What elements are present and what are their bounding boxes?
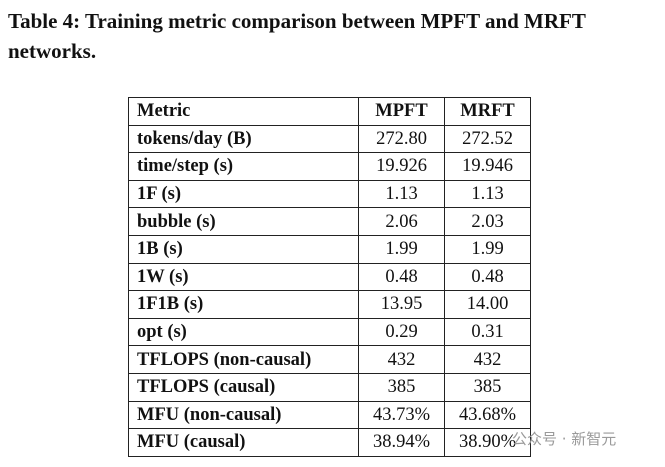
value-cell: 1.99	[358, 234, 445, 264]
metric-cell: time/step (s)	[128, 152, 359, 181]
metric-cell: opt (s)	[128, 317, 359, 347]
table-row: opt (s) 0.29 0.31	[128, 317, 531, 347]
metric-cell: bubble (s)	[128, 207, 359, 236]
value-cell: 432	[444, 345, 531, 374]
value-cell: 19.946	[444, 152, 531, 181]
watermark: 公众号 · 新智元	[512, 430, 617, 448]
table-row: time/step (s) 19.926 19.946	[128, 152, 531, 181]
value-cell: 14.00	[444, 290, 531, 319]
metric-cell: TFLOPS (causal)	[128, 372, 359, 402]
table-row: TFLOPS (non-causal) 432 432	[128, 345, 531, 374]
metric-cell: 1W (s)	[128, 262, 359, 292]
value-cell: 43.73%	[358, 400, 445, 430]
table-row: 1B (s) 1.99 1.99	[128, 234, 531, 264]
header-row: Metric MPFT MRFT	[128, 97, 531, 126]
metric-cell: 1B (s)	[128, 234, 359, 264]
value-cell: 1.13	[358, 179, 445, 209]
table-body: tokens/day (B) 272.80 272.52 time/step (s) 1…	[128, 124, 531, 457]
value-cell: 385	[444, 372, 531, 402]
value-cell: 43.68%	[444, 400, 531, 430]
value-cell: 38.94%	[358, 428, 445, 457]
metric-cell: TFLOPS (non-causal)	[128, 345, 359, 374]
value-cell: 272.80	[358, 124, 445, 154]
table-row: MFU (non-causal) 43.73% 43.68%	[128, 400, 531, 430]
metric-table: Metric MPFT MRFT tokens/day (B) 272.80 272.5…	[128, 97, 531, 457]
metric-cell: 1F1B (s)	[128, 290, 359, 319]
table-caption: Table 4: Training metric comparison betw…	[8, 9, 586, 63]
value-cell: 385	[358, 372, 445, 402]
value-cell: 1.99	[444, 234, 531, 264]
table-row: MFU (causal) 38.94% 38.90%	[128, 428, 531, 457]
value-cell: 2.03	[444, 207, 531, 236]
table-row: 1F (s) 1.13 1.13	[128, 179, 531, 209]
value-cell: 1.13	[444, 179, 531, 209]
table-row: bubble (s) 2.06 2.03	[128, 207, 531, 236]
header-cell: MPFT	[358, 97, 445, 126]
value-cell: 432	[358, 345, 445, 374]
table-row: tokens/day (B) 272.80 272.52	[128, 124, 531, 154]
value-cell: 0.31	[444, 317, 531, 347]
metric-cell: tokens/day (B)	[128, 124, 359, 154]
header-cell: Metric	[128, 97, 359, 126]
table-row: TFLOPS (causal) 385 385	[128, 372, 531, 402]
value-cell: 0.48	[358, 262, 445, 292]
table-row: 1W (s) 0.48 0.48	[128, 262, 531, 292]
value-cell: 2.06	[358, 207, 445, 236]
value-cell: 0.48	[444, 262, 531, 292]
metric-cell: 1F (s)	[128, 179, 359, 209]
value-cell: 0.29	[358, 317, 445, 347]
header-cell: MRFT	[444, 97, 531, 126]
value-cell: 19.926	[358, 152, 445, 181]
metric-cell: MFU (causal)	[128, 428, 359, 457]
table-row: 1F1B (s) 13.95 14.00	[128, 290, 531, 319]
value-cell: 13.95	[358, 290, 445, 319]
value-cell: 38.90%	[444, 428, 531, 457]
metric-cell: MFU (non-causal)	[128, 400, 359, 430]
value-cell: 272.52	[444, 124, 531, 154]
